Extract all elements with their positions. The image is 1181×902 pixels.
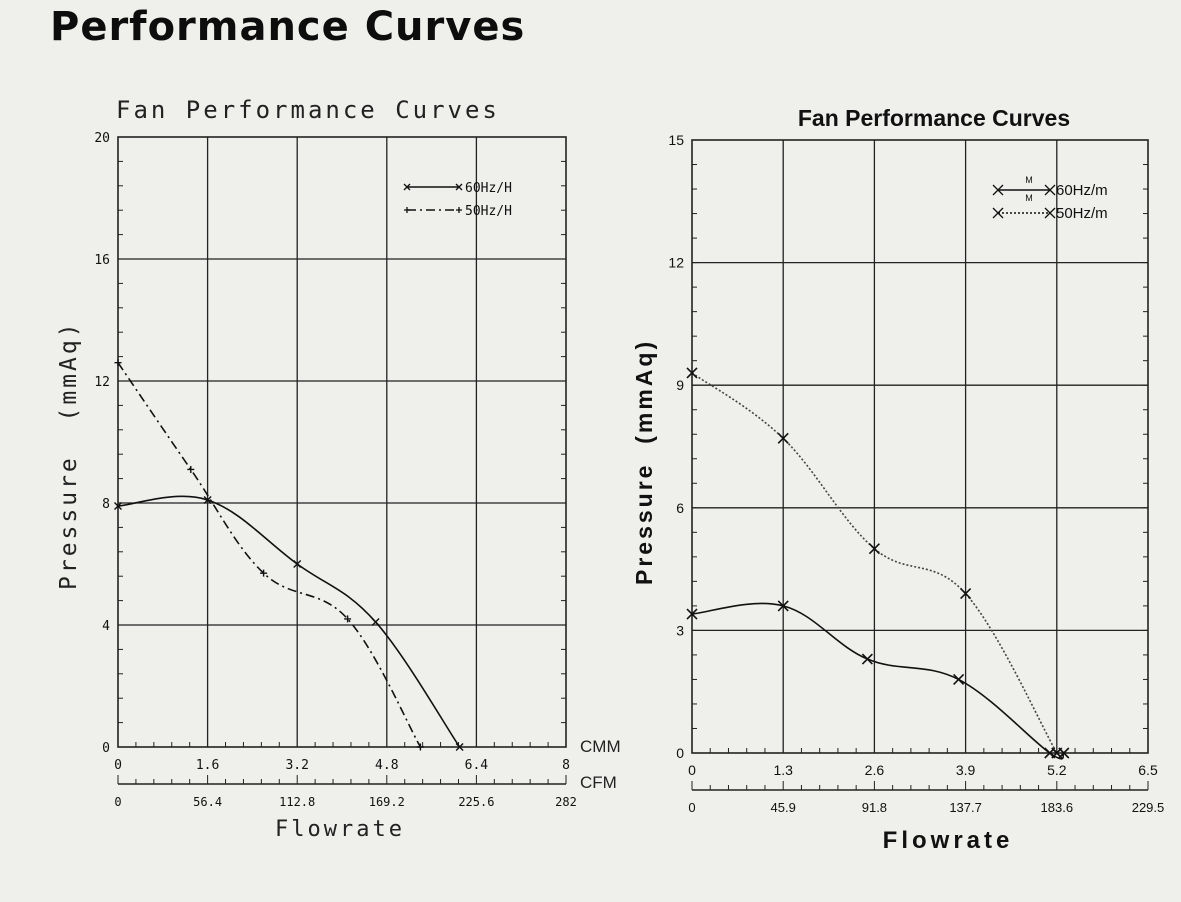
- left-chart: 0 4 8 12 16 20 0 1.6 3.2 4.8 6.4 8 0 56.4 112.8 169.2 22…: [94, 131, 577, 809]
- cfm-tick-label: 0: [114, 795, 121, 809]
- data-point-marker: [686, 608, 698, 620]
- data-point-marker: [203, 495, 212, 504]
- data-point-marker: [861, 653, 873, 665]
- legend-label: 50Hz/H: [465, 204, 512, 219]
- left-x-unit-cmm: CMM: [580, 737, 621, 756]
- legend-marker: [456, 207, 462, 213]
- legend-label: 50Hz/m: [1056, 205, 1108, 222]
- right-y-axis-label: Pressure (mmAq): [631, 339, 657, 585]
- data-point-marker: [293, 560, 302, 568]
- x-tick-label: 5.2: [1047, 762, 1067, 778]
- legend-marker: [1044, 207, 1056, 219]
- x-tick-label: 2.6: [865, 762, 885, 778]
- cfm-tick-label: 56.4: [193, 795, 222, 809]
- x-tick-label: 3.9: [956, 762, 976, 778]
- left-x-axis-label: Flowrate: [275, 817, 405, 842]
- left-x-unit-cfm: CFM: [580, 773, 617, 792]
- cfm-tick-label: 225.6: [458, 795, 494, 809]
- right-chart-title: Fan Performance Curves: [798, 105, 1070, 131]
- data-point-marker: [455, 743, 464, 751]
- series-line-50hzh: [117, 362, 422, 748]
- y-tick-label: 12: [94, 375, 110, 390]
- y-tick-label: 12: [668, 255, 684, 271]
- legend-marker: [1044, 184, 1056, 196]
- cfm-tick-label: 229.5: [1132, 800, 1165, 815]
- x-tick-label: 1.6: [196, 758, 219, 773]
- x-tick-label: 0: [688, 762, 696, 778]
- legend-marker: [992, 207, 1004, 219]
- data-point-marker: [1051, 747, 1063, 759]
- cfm-tick-label: 0: [688, 800, 695, 815]
- cfm-tick-label: 112.8: [279, 795, 315, 809]
- data-point-marker: [344, 615, 352, 623]
- legend-marker: [404, 207, 410, 213]
- cfm-tick-label: 91.8: [862, 800, 887, 815]
- y-tick-label: 4: [102, 619, 110, 634]
- data-point-marker: [416, 743, 424, 751]
- x-tick-label: 4.8: [375, 758, 398, 773]
- page-title: Performance Curves: [50, 4, 526, 50]
- cfm-tick-label: 183.6: [1041, 800, 1074, 815]
- x-tick-label: 0: [114, 758, 122, 773]
- data-point-marker: [260, 569, 268, 577]
- data-point-marker: [371, 617, 380, 626]
- x-tick-label: 1.3: [773, 762, 793, 778]
- cfm-tick-label: 169.2: [369, 795, 405, 809]
- y-tick-label: 6: [676, 500, 684, 516]
- data-point-marker: [960, 588, 972, 600]
- right-chart: 0 3 6 9 12 15 0 1.3 2.6 3.9 5.2 6.5 0 45.9 91.8 137.7 18…: [668, 132, 1164, 815]
- series-line-60hzh: [117, 495, 461, 748]
- y-tick-label: 0: [676, 745, 684, 761]
- plot-frame: [117, 136, 567, 748]
- data-point-marker: [868, 543, 880, 555]
- right-x-axis-label: Flowrate: [883, 827, 1014, 854]
- y-tick-label: 20: [94, 131, 110, 146]
- cfm-tick-label: 45.9: [771, 800, 796, 815]
- x-tick-label: 6.5: [1138, 762, 1158, 778]
- right-legend-marker-top: M: [1025, 175, 1033, 185]
- y-tick-label: 9: [676, 377, 684, 393]
- y-tick-label: 8: [102, 497, 110, 512]
- x-tick-label: 6.4: [465, 758, 489, 773]
- cfm-tick-label: 137.7: [949, 800, 982, 815]
- legend-marker: [455, 183, 463, 191]
- y-tick-label: 3: [676, 622, 684, 638]
- x-tick-label: 8: [562, 758, 570, 773]
- data-point-marker: [953, 673, 965, 686]
- y-tick-label: 16: [94, 253, 110, 268]
- y-tick-label: 15: [668, 132, 684, 148]
- left-y-axis-label: Pressure (mmAq): [56, 320, 82, 590]
- data-point-marker: [114, 502, 122, 511]
- data-point-marker: [114, 359, 122, 367]
- data-point-marker: [686, 367, 698, 379]
- data-point-marker: [187, 465, 195, 473]
- legend-marker: [403, 183, 411, 191]
- y-tick-label: 0: [102, 741, 110, 756]
- data-point-marker: [777, 432, 789, 444]
- legend-label: 60Hz/H: [465, 181, 512, 196]
- x-tick-label: 3.2: [285, 758, 308, 773]
- right-legend-marker-bottom: M: [1025, 193, 1033, 203]
- cfm-tick-label: 282: [555, 795, 577, 809]
- legend-label: 60Hz/m: [1056, 182, 1108, 199]
- plot-frame: [691, 139, 1149, 754]
- data-point-marker: [777, 600, 789, 612]
- left-chart-title: Fan Performance Curves: [116, 96, 500, 124]
- series-line-60hzm: [691, 602, 1065, 760]
- legend-marker: [992, 184, 1004, 196]
